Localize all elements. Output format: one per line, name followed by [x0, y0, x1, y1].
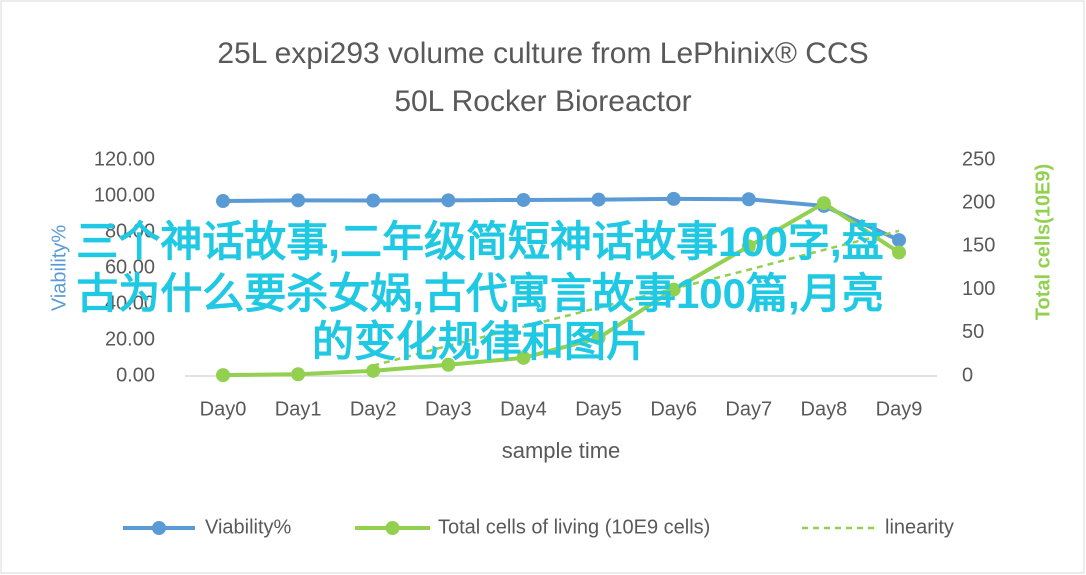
y-tick-label: 120.00: [94, 148, 155, 170]
legend-label: Viability%: [205, 516, 292, 538]
data-point: [666, 191, 681, 206]
data-point: [741, 239, 756, 254]
data-point: [291, 367, 306, 382]
trend-line: [372, 229, 900, 367]
chart-title: 25L expi293 volume culture from LePhinix…: [217, 37, 868, 70]
x-tick-label: Day2: [350, 398, 397, 420]
y2-tick-label: 150: [962, 235, 995, 257]
data-point: [516, 350, 531, 365]
y-tick-label: 20.00: [105, 328, 155, 350]
data-point: [291, 193, 306, 208]
y-tick-label: 40.00: [105, 292, 155, 314]
x-tick-label: Day7: [725, 398, 772, 420]
legend-label: linearity: [885, 516, 954, 538]
series-line: [222, 200, 901, 378]
overlay-text: 的变化规律和图片: [312, 318, 648, 365]
data-point: [441, 357, 456, 372]
data-point: [591, 330, 606, 345]
x-tick-label: Day5: [575, 398, 622, 420]
y-tick-label: 100.00: [94, 184, 155, 206]
data-point: [366, 363, 381, 378]
x-tick-label: Day4: [500, 398, 547, 420]
overlay-text: 三个神话故事,二年级简短神话故事100字,盘: [76, 218, 883, 265]
y-tick-label: 0.00: [116, 364, 155, 386]
y-tick-label: 60.00: [105, 256, 155, 278]
data-point: [591, 192, 606, 207]
data-point: [216, 194, 230, 209]
x-tick-label: Day8: [801, 398, 848, 420]
y2-tick-label: 100: [962, 278, 995, 300]
data-point: [366, 193, 381, 208]
legend-marker: [385, 521, 400, 535]
data-point: [741, 192, 756, 207]
data-point: [892, 233, 906, 248]
x-tick-label: Day3: [425, 398, 472, 420]
data-point: [441, 193, 456, 208]
x-tick-label: Day0: [200, 398, 247, 420]
x-tick-label: Day9: [876, 398, 923, 420]
data-point: [216, 368, 230, 383]
x-axis-title: sample time: [502, 438, 621, 463]
y2-tick-label: 0: [962, 364, 973, 386]
legend-label: Total cells of living (10E9 cells): [438, 516, 710, 538]
legend-marker: [152, 521, 166, 535]
y-axis-title: Viability%: [48, 225, 70, 312]
y2-axis-title: Total cells(10E9): [1032, 164, 1054, 320]
overlay-text: 古为什么要杀女娲,古代寓言故事100篇,月亮: [76, 270, 883, 317]
y2-tick-label: 50: [962, 321, 984, 343]
data-point: [516, 192, 531, 207]
y2-tick-label: 250: [962, 148, 995, 170]
x-tick-label: Day1: [275, 398, 322, 420]
series-line: [222, 196, 900, 242]
chart-subtitle: 50L Rocker Bioreactor: [394, 85, 691, 118]
y-tick-label: 80.00: [105, 220, 155, 242]
y2-tick-label: 200: [962, 191, 995, 213]
x-tick-label: Day6: [650, 398, 697, 420]
data-point: [816, 196, 831, 211]
data-point: [892, 245, 906, 260]
